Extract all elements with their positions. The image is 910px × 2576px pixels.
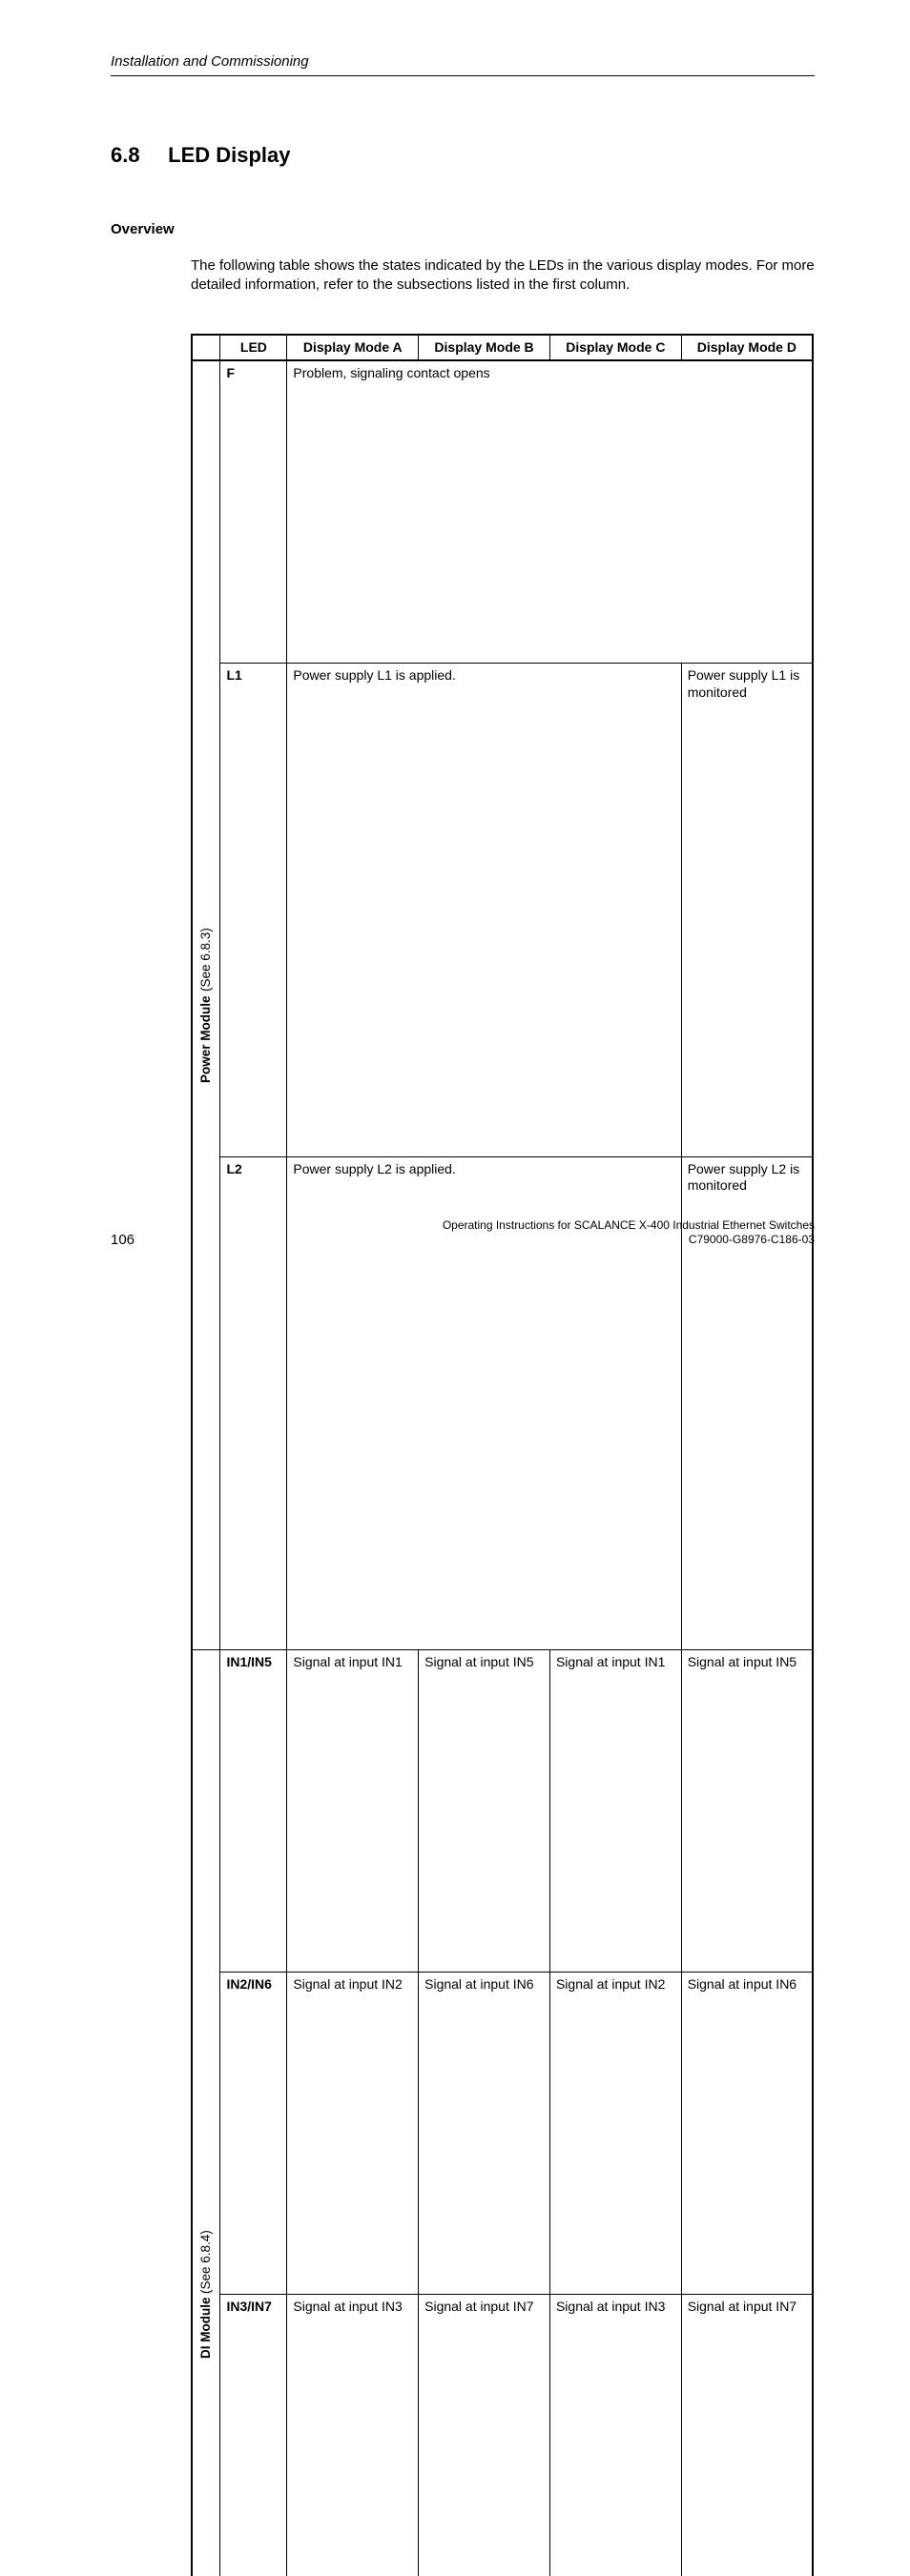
th-mode-b: Display Mode B (419, 335, 550, 361)
th-led: LED (220, 335, 287, 361)
val-cell: Power supply L1 is monitored (681, 664, 813, 1156)
val-cell: Signal at input IN7 (681, 2295, 813, 2576)
led-cell: IN1/IN5 (220, 1650, 287, 1973)
table-row: L1 Power supply L1 is applied. Power sup… (192, 664, 813, 1156)
led-cell: IN2/IN6 (220, 1973, 287, 2295)
led-cell: IN3/IN7 (220, 2295, 287, 2576)
th-mode-a: Display Mode A (287, 335, 419, 361)
val-cell: Signal at input IN3 (287, 2295, 419, 2576)
table-header-row: LED Display Mode A Display Mode B Displa… (192, 335, 813, 361)
table-row: DI Module (See 6.8.4) IN1/IN5 Signal at … (192, 1650, 813, 1973)
val-cell: Signal at input IN1 (549, 1650, 681, 1973)
table-row: IN3/IN7 Signal at input IN3 Signal at in… (192, 2295, 813, 2576)
val-cell: Signal at input IN5 (681, 1650, 813, 1973)
val-cell: Signal at input IN3 (549, 2295, 681, 2576)
group-di-module: DI Module (See 6.8.4) (192, 1650, 220, 2576)
footer-line2: C79000-G8976-C186-03 (443, 1233, 815, 1248)
val-cell: Signal at input IN1 (287, 1650, 419, 1973)
th-blank (192, 335, 220, 361)
group-power-module: Power Module (See 6.8.3) (192, 360, 220, 1650)
page-footer: 106 Operating Instructions for SCALANCE … (111, 1218, 815, 1248)
overview-text: The following table shows the states ind… (191, 256, 815, 296)
table-row: Power Module (See 6.8.3) F Problem, sign… (192, 360, 813, 664)
led-table: LED Display Mode A Display Mode B Displa… (191, 334, 814, 2576)
val-cell: Signal at input IN6 (681, 1973, 813, 2295)
overview-label: Overview (111, 221, 815, 237)
led-cell: L1 (220, 664, 287, 1156)
led-cell: F (220, 360, 287, 664)
val-cell: Problem, signaling contact opens (287, 360, 813, 664)
table-row: IN2/IN6 Signal at input IN2 Signal at in… (192, 1973, 813, 2295)
section-heading: 6.8 LED Display (111, 143, 815, 168)
val-cell: Signal at input IN6 (419, 1973, 550, 2295)
val-cell: Power supply L1 is applied. (287, 664, 681, 1156)
val-cell: Signal at input IN2 (549, 1973, 681, 2295)
val-cell: Signal at input IN5 (419, 1650, 550, 1973)
val-cell: Signal at input IN2 (287, 1973, 419, 2295)
val-cell: Signal at input IN7 (419, 2295, 550, 2576)
running-header: Installation and Commissioning (111, 53, 815, 76)
th-mode-d: Display Mode D (681, 335, 813, 361)
led-table-wrap: LED Display Mode A Display Mode B Displa… (191, 334, 815, 2576)
section-title-text: LED Display (168, 143, 290, 167)
footer-line1: Operating Instructions for SCALANCE X-40… (443, 1218, 815, 1234)
page-number: 106 (111, 1232, 134, 1248)
section-number: 6.8 (111, 143, 162, 168)
th-mode-c: Display Mode C (549, 335, 681, 361)
